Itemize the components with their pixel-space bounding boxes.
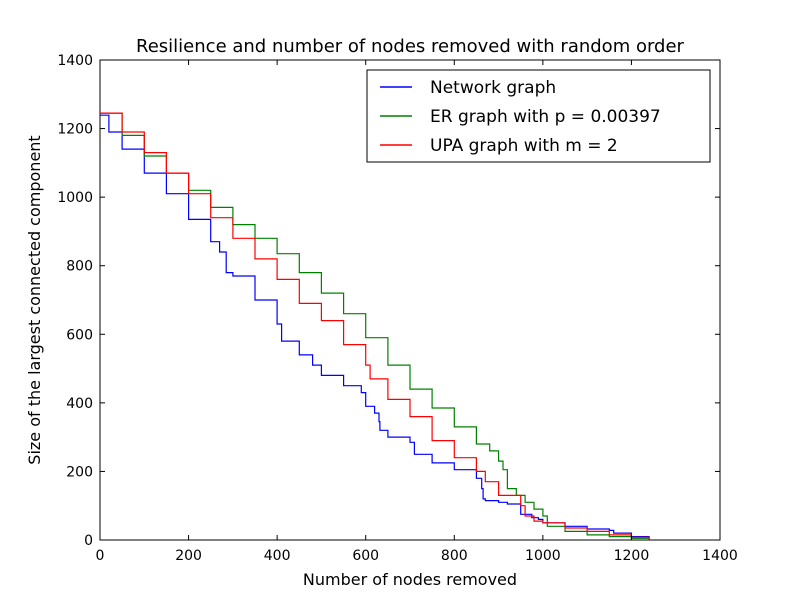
x-tick-label: 1000 [525, 548, 561, 564]
series-line-1 [100, 114, 650, 540]
legend: Network graph ER graph with p = 0.00397 UP… [366, 69, 711, 163]
x-axis-ticks: 0 200 400 600 800 1000 1200 1400 [96, 60, 738, 564]
chart-title: Resilience and number of nodes removed w… [136, 36, 685, 57]
y-tick-label: 800 [66, 259, 93, 275]
y-tick-label: 200 [66, 464, 93, 480]
x-tick-label: 1200 [614, 548, 650, 564]
y-axis-label: Size of the largest connected component [25, 135, 44, 464]
y-tick-label: 1000 [57, 190, 93, 206]
x-tick-label: 400 [264, 548, 291, 564]
legend-box [366, 69, 711, 163]
legend-label-2: ER graph with p = 0.00397 [430, 107, 661, 127]
x-axis-label: Number of nodes removed [303, 570, 517, 589]
x-tick-label: 800 [441, 548, 468, 564]
y-tick-label: 1400 [57, 53, 93, 69]
y-tick-label: 400 [66, 396, 93, 412]
legend-label-3: UPA graph with m = 2 [430, 136, 618, 156]
x-tick-label: 0 [96, 548, 105, 564]
x-tick-label: 1400 [702, 548, 738, 564]
y-tick-label: 1200 [57, 122, 93, 138]
x-tick-label: 200 [175, 548, 202, 564]
x-tick-label: 600 [352, 548, 379, 564]
y-axis-ticks: 0 200 400 600 800 1000 1200 1400 [57, 53, 720, 549]
y-tick-label: 0 [84, 533, 93, 549]
y-tick-label: 600 [66, 327, 93, 343]
series-line-3 [100, 112, 650, 539]
legend-label-1: Network graph [430, 78, 556, 98]
